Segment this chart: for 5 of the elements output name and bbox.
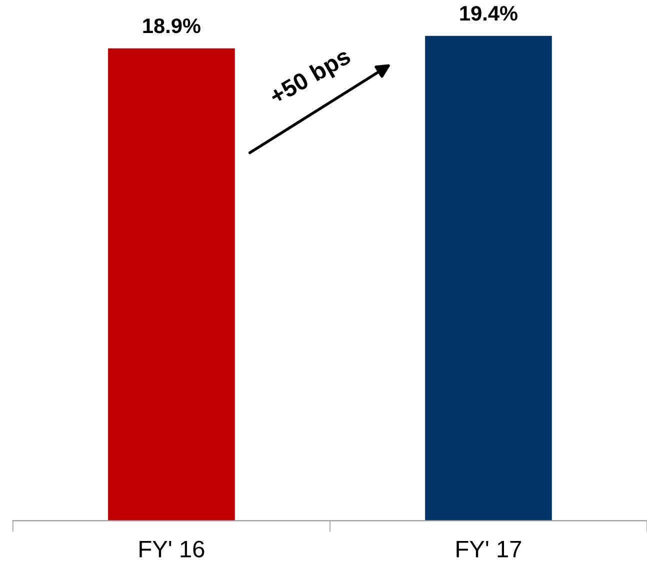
- data-label: 18.9%: [143, 18, 200, 34]
- annotation: +50 bps: [268, 46, 354, 110]
- x-tick-label: FY' 17: [456, 540, 522, 558]
- x-tick-label: FY' 16: [140, 540, 204, 558]
- data-label: 19.4%: [460, 6, 518, 21]
